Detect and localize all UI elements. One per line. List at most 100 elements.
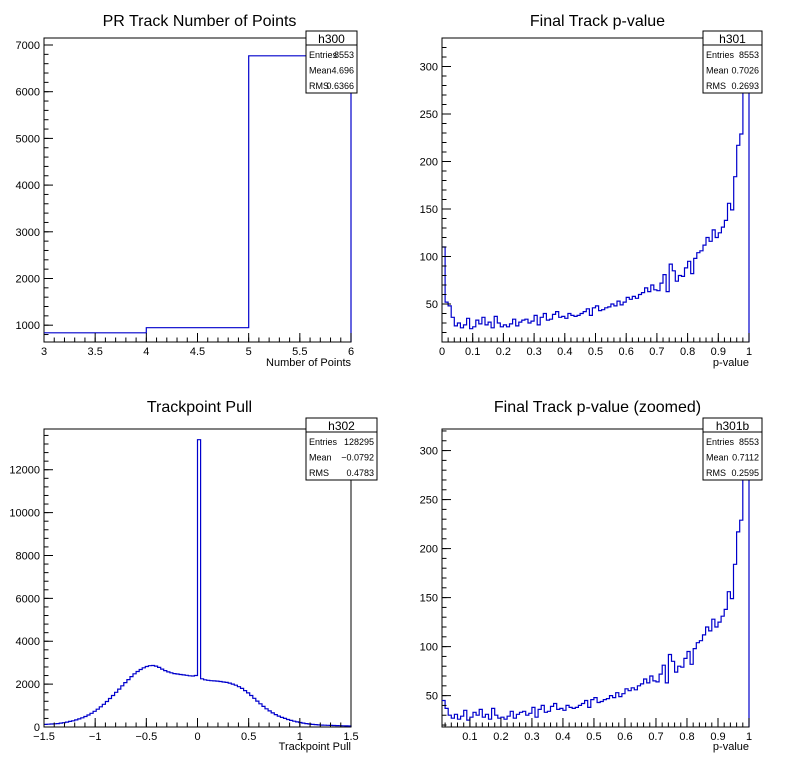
y-tick-label: 300 bbox=[420, 62, 438, 74]
y-tick-label: 1000 bbox=[16, 320, 40, 332]
x-tick-label: 0.2 bbox=[493, 731, 508, 743]
y-tick-label: 4000 bbox=[16, 636, 40, 648]
stats-row-value: 0.7026 bbox=[731, 66, 759, 76]
x-tick-label: 0.9 bbox=[710, 731, 725, 743]
x-tick-label: −1 bbox=[89, 731, 102, 743]
x-tick-label: 3 bbox=[41, 346, 47, 358]
y-tick-label: 150 bbox=[420, 204, 438, 216]
stats-box-name: h302 bbox=[328, 419, 355, 433]
stats-box-frame bbox=[305, 417, 378, 481]
stats-box-name: h300 bbox=[318, 32, 345, 46]
x-axis: 3 3.5 4 4.5 5 5.5 6 bbox=[41, 333, 354, 358]
x-axis-label: p-value bbox=[713, 357, 749, 369]
x-tick-label: 0.5 bbox=[241, 731, 256, 743]
y-tick-label: 50 bbox=[426, 299, 438, 311]
y-axis: 0 2000 4000 6000 8000 10000 12000 bbox=[9, 434, 53, 734]
x-tick-label: 0.2 bbox=[496, 346, 511, 358]
stats-row-value: 0.6366 bbox=[326, 81, 354, 91]
y-tick-label: 6000 bbox=[16, 593, 40, 605]
y-tick-label: 2000 bbox=[16, 679, 40, 691]
stats-row-value: −0.0792 bbox=[341, 453, 374, 463]
x-tick-label: 0 bbox=[439, 346, 445, 358]
stats-box: h301b Entries 8553 Mean 0.7112 RMS 0.2595 bbox=[702, 417, 763, 481]
x-tick-label: 5.5 bbox=[292, 346, 307, 358]
stats-row-value: 8553 bbox=[739, 437, 759, 447]
panel-4: 0.1 0.2 0.3 0.4 0.5 0.6 0.7 0.8 0.9 1501001502002… bbox=[420, 399, 763, 753]
x-tick-label: 1.5 bbox=[343, 731, 358, 743]
stats-row-label: RMS bbox=[309, 81, 329, 91]
panel-3: −1.5 −1 −0.5 0 0.5 1 1.5 0 2000 4000 6000 8000 10000… bbox=[9, 399, 378, 753]
x-axis-label: p-value bbox=[713, 741, 749, 753]
plot-frame bbox=[43, 37, 352, 343]
stats-row-label: Mean bbox=[706, 66, 729, 76]
x-tick-label: 0.9 bbox=[711, 346, 726, 358]
x-tick-label: 0.1 bbox=[465, 346, 480, 358]
stats-row-value: 4.696 bbox=[331, 66, 354, 76]
x-tick-label: 0.5 bbox=[586, 731, 601, 743]
stats-row-label: Entries bbox=[706, 437, 735, 447]
y-tick-label: 7000 bbox=[16, 40, 40, 52]
x-tick-label: 0.5 bbox=[588, 346, 603, 358]
histogram-series bbox=[44, 55, 352, 342]
stats-row-label: RMS bbox=[706, 468, 726, 478]
stats-row-value: 8553 bbox=[334, 50, 354, 60]
x-tick-label: 5 bbox=[246, 346, 252, 358]
x-axis: 0.1 0.2 0.3 0.4 0.5 0.6 0.7 0.8 0.9 1 bbox=[444, 718, 752, 743]
stats-row-value: 0.7112 bbox=[732, 453, 759, 463]
x-tick-label: 3.5 bbox=[88, 346, 103, 358]
stats-row-label: Mean bbox=[309, 66, 332, 76]
chart-title: PR Track Number of Points bbox=[103, 13, 297, 30]
x-tick-label: 0.4 bbox=[557, 346, 572, 358]
stats-row-label: Entries bbox=[706, 50, 735, 60]
stats-row-label: Entries bbox=[309, 50, 338, 60]
x-axis: −1.5 −1 −0.5 0 0.5 1 1.5 bbox=[33, 718, 359, 743]
x-tick-label: 0.7 bbox=[648, 731, 663, 743]
x-tick-label: 0.8 bbox=[679, 731, 694, 743]
y-tick-label: 10000 bbox=[9, 508, 40, 520]
y-tick-label: 200 bbox=[420, 157, 438, 169]
stats-row-label: Entries bbox=[309, 437, 338, 447]
y-tick-label: 2000 bbox=[16, 273, 40, 285]
stats-row-label: Mean bbox=[706, 453, 729, 463]
y-axis: 1000 2000 3000 4000 5000 6000 7000 bbox=[16, 40, 53, 336]
x-axis: 0 0.1 0.2 0.3 0.4 0.5 0.6 0.7 0.8 0.9 1 bbox=[439, 333, 752, 358]
x-tick-label: 0.6 bbox=[617, 731, 632, 743]
chart-title: Trackpoint Pull bbox=[147, 399, 252, 416]
stats-row-value: 0.4783 bbox=[346, 468, 374, 478]
y-tick-label: 250 bbox=[420, 495, 438, 507]
x-tick-label: 0.6 bbox=[619, 346, 634, 358]
x-tick-label: 1 bbox=[297, 731, 303, 743]
stats-row-label: RMS bbox=[309, 468, 329, 478]
y-tick-label: 50 bbox=[426, 691, 438, 703]
stats-box-name: h301b bbox=[716, 419, 750, 433]
stats-box-frame bbox=[702, 30, 763, 94]
y-tick-label: 8000 bbox=[16, 550, 40, 562]
y-tick-label: 3000 bbox=[16, 227, 40, 239]
y-tick-label: 5000 bbox=[16, 133, 40, 145]
histogram-series bbox=[44, 439, 352, 727]
stats-row-value: 0.2595 bbox=[731, 468, 759, 478]
histogram-series bbox=[442, 53, 750, 342]
y-tick-label: 6000 bbox=[16, 87, 40, 99]
y-tick-label: 100 bbox=[420, 642, 438, 654]
y-tick-label: 12000 bbox=[9, 465, 40, 477]
x-tick-label: 4.5 bbox=[190, 346, 205, 358]
stats-row-value: 8553 bbox=[739, 50, 759, 60]
stats-box-name: h301 bbox=[719, 32, 746, 46]
stats-box: h302 Entries 128295 Mean −0.0792 RMS 0.4783 bbox=[305, 417, 378, 481]
x-tick-label: 0.1 bbox=[462, 731, 477, 743]
y-tick-label: 250 bbox=[420, 109, 438, 121]
y-axis: 50 100 150 200 250 300 bbox=[420, 430, 451, 726]
x-axis-label: Trackpoint Pull bbox=[279, 741, 351, 753]
panel-2: 0 0.1 0.2 0.3 0.4 0.5 0.6 0.7 0.8 0.9 150100150200… bbox=[420, 13, 763, 369]
stats-row-label: Mean bbox=[309, 453, 332, 463]
stats-row-label: RMS bbox=[706, 81, 726, 91]
x-tick-label: 0.4 bbox=[555, 731, 570, 743]
y-tick-label: 150 bbox=[420, 593, 438, 605]
stats-box-frame bbox=[702, 417, 763, 481]
chart-title: Final Track p-value bbox=[530, 13, 665, 30]
x-tick-label: 0.3 bbox=[524, 731, 539, 743]
x-tick-label: −0.5 bbox=[135, 731, 157, 743]
